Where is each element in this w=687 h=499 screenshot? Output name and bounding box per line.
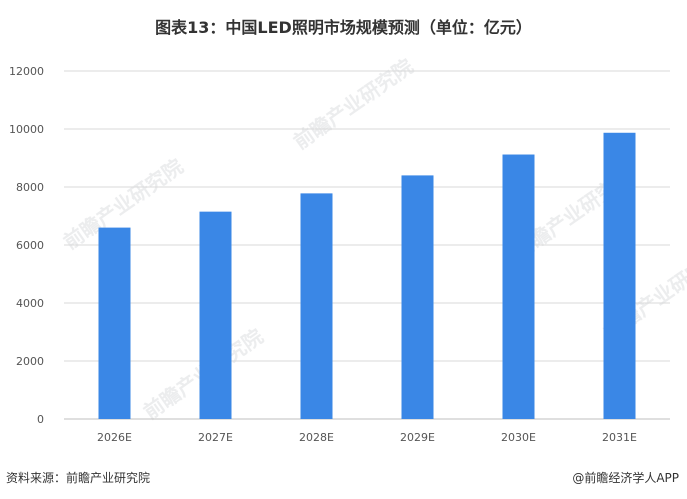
bar-2030E xyxy=(502,154,535,419)
y-tick-label: 0 xyxy=(37,413,44,426)
bar-2026E xyxy=(98,227,131,419)
x-tick-label: 2030E xyxy=(501,431,536,444)
bar-2029E xyxy=(401,175,434,419)
x-tick-label: 2026E xyxy=(97,431,132,444)
x-tick-label: 2027E xyxy=(198,431,233,444)
chart-title: 图表13：中国LED照明市场规模预测（单位：亿元） xyxy=(155,18,532,37)
credit-note: @前瞻经济学人APP xyxy=(572,471,679,485)
y-tick-label: 2000 xyxy=(16,355,44,368)
watermark-text: 前瞻产业研究院 xyxy=(289,54,417,154)
y-tick-label: 10000 xyxy=(9,123,44,136)
y-tick-label: 4000 xyxy=(16,297,44,310)
bar-2028E xyxy=(300,193,333,419)
x-tick-label: 2029E xyxy=(400,431,435,444)
bar-2027E xyxy=(199,211,232,419)
y-tick-label: 12000 xyxy=(9,65,44,78)
bar-2031E xyxy=(603,132,636,419)
source-note: 资料来源：前瞻产业研究院 xyxy=(6,471,151,485)
y-tick-label: 6000 xyxy=(16,239,44,252)
y-tick-label: 8000 xyxy=(16,181,44,194)
x-tick-label: 2031E xyxy=(602,431,637,444)
footer: 资料来源：前瞻产业研究院 @前瞻经济学人APP xyxy=(0,469,687,493)
x-tick-label: 2028E xyxy=(299,431,334,444)
